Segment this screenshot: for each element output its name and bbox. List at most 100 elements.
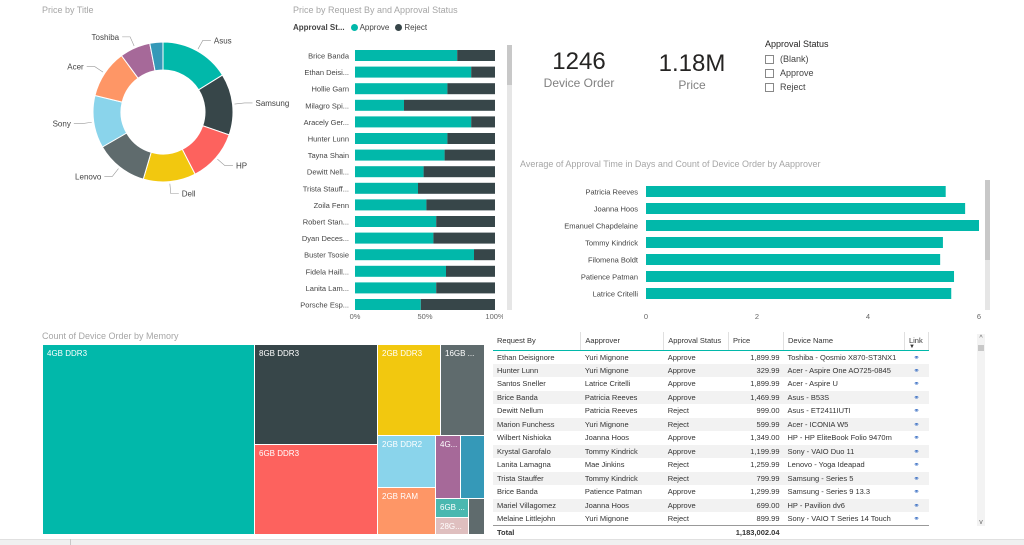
bar-reject[interactable] <box>420 299 495 310</box>
approver-bar-chart[interactable]: Patricia Reeves Joanna Hoos Emanuel Chapde… <box>520 176 990 326</box>
col-header-device-name[interactable]: Device Name <box>783 332 905 351</box>
treemap-tile[interactable]: 2GB DDR3 <box>378 345 441 436</box>
bar-approve[interactable] <box>355 99 404 111</box>
link-icon[interactable]: ⚭ <box>913 514 920 523</box>
scroll-up-icon[interactable]: ^ <box>979 335 983 342</box>
orders-table[interactable]: Request By Aapprover Approval Status Pri… <box>493 332 929 538</box>
checkbox-icon[interactable] <box>765 54 774 64</box>
slicer-item-reject[interactable]: Reject <box>765 80 885 94</box>
link-icon[interactable]: ⚭ <box>913 487 920 497</box>
link-icon[interactable]: ⚭ <box>904 498 929 512</box>
col-header-link[interactable]: Link ▼ <box>904 332 929 351</box>
hbar-bar[interactable] <box>646 254 941 265</box>
table-row[interactable]: Santos Sneller Latrice Critelli Approve 1,8… <box>493 377 929 391</box>
link-icon[interactable]: ⚭ <box>904 471 929 485</box>
bar-reject[interactable] <box>423 166 495 178</box>
link-icon[interactable]: ⚭ <box>904 444 929 458</box>
table-row[interactable]: Trista Stauffer Tommy Kindrick Reject 799.9… <box>493 471 929 485</box>
table-row[interactable]: Wilbert Nishioka Joanna Hoos Approve 1,349.… <box>493 431 929 445</box>
bar-reject[interactable] <box>447 133 495 144</box>
hbar-bar[interactable] <box>646 203 966 214</box>
bar-reject[interactable] <box>418 182 495 194</box>
link-icon[interactable]: ⚭ <box>904 417 929 431</box>
scroll-thumb[interactable] <box>507 45 512 85</box>
treemap-tile[interactable]: 8GB DDR3 <box>255 345 378 445</box>
bar-reject[interactable] <box>457 50 495 61</box>
bar-approve[interactable] <box>355 199 427 211</box>
table-scrollbar[interactable]: ^ v <box>977 334 985 526</box>
link-icon[interactable]: ⚭ <box>913 379 920 389</box>
treemap-tile[interactable]: 2GB DDR2 <box>378 436 436 488</box>
bar-approve[interactable] <box>355 83 448 95</box>
table-row[interactable]: Mariel Villagomez Joanna Hoos Approve 699.0… <box>493 498 929 512</box>
legend-item-reject[interactable]: Reject <box>395 23 427 32</box>
bar-approve[interactable] <box>355 182 418 194</box>
checkbox-icon[interactable] <box>765 68 774 78</box>
bar-approve[interactable] <box>355 66 472 78</box>
bar-approve[interactable] <box>355 282 437 294</box>
link-icon[interactable]: ⚭ <box>913 460 920 470</box>
sort-desc-icon[interactable]: ▼ <box>908 344 915 350</box>
treemap-tile[interactable]: 4G... <box>436 436 461 499</box>
bar-approve[interactable] <box>355 265 446 277</box>
table-row[interactable]: Brice Banda Patricia Reeves Approve 1,469.9… <box>493 390 929 404</box>
treemap-tile[interactable]: 6GB DDR3 <box>255 445 378 535</box>
col-header-request-by[interactable]: Request By <box>493 332 582 351</box>
treemap-tile[interactable]: 16GB ... <box>441 345 485 436</box>
checkbox-icon[interactable] <box>765 82 774 92</box>
hbar-bar[interactable] <box>646 237 943 248</box>
bar-approve[interactable] <box>355 50 458 61</box>
hbar-scrollbar[interactable] <box>985 180 990 310</box>
col-header-approval-status[interactable]: Approval Status <box>663 332 730 351</box>
bar-reject[interactable] <box>444 149 495 161</box>
bar-reject[interactable] <box>436 282 495 294</box>
link-icon[interactable]: ⚭ <box>913 406 920 416</box>
slicer-item-blank[interactable]: (Blank) <box>765 52 885 66</box>
donut-chart[interactable]: Asus Samsung HP Dell Lenovo Sony Acer Toshiba <box>40 22 295 202</box>
table-row[interactable]: Brice Banda Patience Patman Approve 1,299.9… <box>493 485 929 499</box>
bar-approve[interactable] <box>355 232 434 244</box>
bar-reject[interactable] <box>404 99 495 111</box>
link-icon[interactable]: ⚭ <box>904 390 929 404</box>
slicer-item-approve[interactable]: Approve <box>765 66 885 80</box>
bar-approve[interactable] <box>355 149 445 161</box>
table-row[interactable]: Melaine Littlejohn Yuri Mignone Reject 899.… <box>493 512 929 526</box>
treemap-tile[interactable]: 2GB RAM <box>378 488 436 535</box>
scroll-thumb[interactable] <box>985 180 990 260</box>
table-row[interactable]: Ethan Deisignore Yuri Mignone Approve 1,899… <box>493 350 929 364</box>
link-icon[interactable]: ⚭ <box>913 433 920 443</box>
table-row[interactable]: Marion Funchess Yuri Mignone Reject 599.99 A… <box>493 417 929 431</box>
stacked-scrollbar[interactable] <box>507 45 512 310</box>
col-header-approver[interactable]: Aapprover <box>580 332 665 351</box>
bar-reject[interactable] <box>446 265 495 277</box>
treemap-tile[interactable] <box>469 499 485 535</box>
bar-reject[interactable] <box>471 116 495 128</box>
bar-approve[interactable] <box>355 133 448 144</box>
treemap-tile[interactable]: 28G... <box>436 518 469 535</box>
col-header-price[interactable]: Price <box>728 332 784 351</box>
bar-approve[interactable] <box>355 166 424 178</box>
treemap-tile[interactable] <box>461 436 485 499</box>
bar-reject[interactable] <box>447 83 495 95</box>
hbar-bar[interactable] <box>646 271 955 282</box>
table-row[interactable]: Lanita Lamagna Mae Jinkins Reject 1,259.99 L… <box>493 458 929 472</box>
bar-reject[interactable] <box>433 232 495 244</box>
bar-approve[interactable] <box>355 116 472 128</box>
hbar-bar[interactable] <box>646 220 979 231</box>
scroll-down-icon[interactable]: v <box>979 519 983 526</box>
bar-approve[interactable] <box>355 216 437 227</box>
treemap-tile[interactable]: 4GB DDR3 <box>43 345 255 535</box>
bar-reject[interactable] <box>471 66 495 78</box>
link-icon[interactable]: ⚭ <box>913 352 920 362</box>
table-row[interactable]: Hunter Lunn Yuri Mignone Approve 329.99 Acer… <box>493 363 929 377</box>
bar-approve[interactable] <box>355 299 421 310</box>
treemap-tile[interactable]: 6GB ... <box>436 499 469 518</box>
stacked-bar-chart[interactable]: Brice Banda Ethan Deisi... Hollie Garn Mila… <box>293 40 503 325</box>
table-row[interactable]: Dewitt Nellum Patricia Reeves Reject 999.00… <box>493 404 929 418</box>
link-icon[interactable]: ⚭ <box>904 363 929 377</box>
bar-reject[interactable] <box>436 216 495 227</box>
memory-treemap[interactable]: 4GB DDR3 8GB DDR3 6GB DDR3 2GB DDR3 16GB… <box>43 345 485 535</box>
scroll-thumb[interactable] <box>978 345 984 351</box>
donut-slice-other[interactable] <box>149 41 164 72</box>
bar-approve[interactable] <box>355 249 474 261</box>
